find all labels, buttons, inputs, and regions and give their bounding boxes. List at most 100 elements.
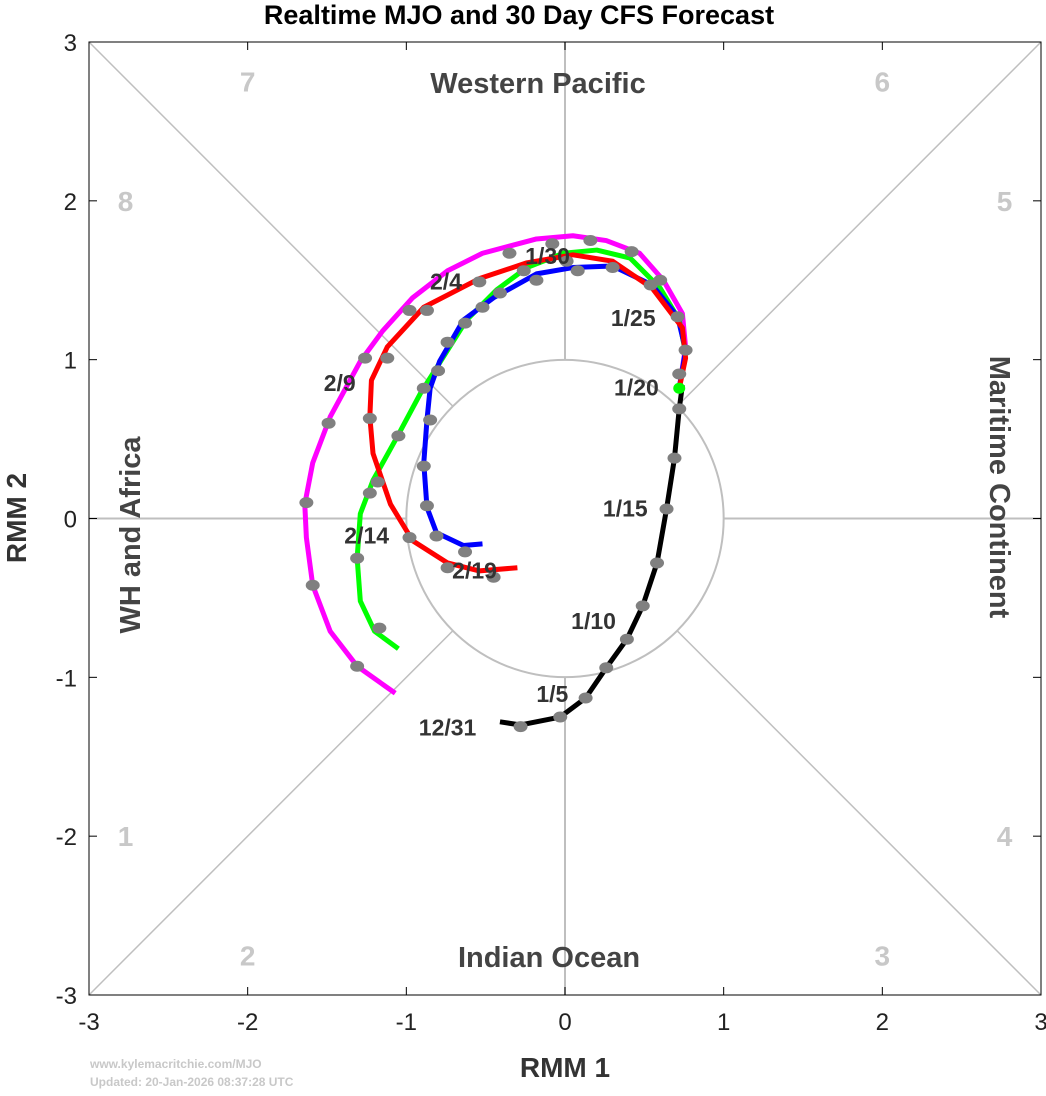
date-labels: 12/31 1/5 1/10 1/15 1/20 1/25 1/30 2/4 2/9 2/14 2/… — [324, 243, 659, 741]
date-label: 2/9 — [324, 370, 356, 396]
day-marker — [502, 247, 517, 259]
phase-number: 4 — [997, 821, 1013, 852]
day-marker — [358, 352, 373, 364]
diagonal-line — [88, 41, 454, 407]
day-marker — [362, 487, 377, 499]
phase-number: 8 — [118, 186, 134, 217]
day-marker — [475, 301, 490, 313]
x-axis-label: RMM 1 — [520, 1052, 610, 1083]
day-marker — [545, 238, 560, 250]
date-label: 1/25 — [611, 305, 656, 331]
day-marker — [350, 552, 365, 564]
day-marker — [635, 600, 650, 612]
series-line-forecast-magenta — [302, 233, 689, 696]
region-label-left: WH and Africa — [115, 436, 147, 634]
day-marker — [672, 368, 687, 380]
date-label: 2/4 — [430, 268, 462, 294]
region-label-top: Western Pacific — [430, 68, 645, 100]
day-marker — [370, 476, 385, 488]
region-label-bottom: Indian Ocean — [458, 942, 640, 974]
day-marker — [529, 274, 544, 286]
date-label: 1/20 — [614, 375, 659, 401]
y-tick-label: 2 — [64, 189, 77, 216]
day-marker — [416, 382, 431, 394]
y-tick-label: -3 — [56, 983, 77, 1010]
day-marker — [402, 304, 417, 316]
phase-guides — [88, 41, 1042, 996]
day-marker — [305, 579, 320, 591]
day-marker — [605, 262, 620, 274]
date-label: 1/5 — [536, 681, 568, 707]
date-label: 12/31 — [419, 715, 477, 741]
x-tick-label: -2 — [237, 1009, 258, 1036]
y-tick-label: 3 — [64, 30, 77, 57]
day-marker — [419, 304, 434, 316]
x-tick-label: 2 — [876, 1009, 889, 1036]
date-label: 1/15 — [603, 495, 648, 521]
day-marker — [578, 692, 593, 704]
region-label-right: Maritime Continent — [983, 356, 1015, 619]
day-marker — [492, 287, 507, 299]
phase-number: 2 — [240, 940, 256, 971]
day-marker — [619, 633, 634, 645]
y-axis-label: RMM 2 — [1, 473, 32, 563]
diagonal-line — [676, 41, 1042, 407]
footer-updated: Updated: 20-Jan-2026 08:37:28 UTC — [90, 1075, 294, 1089]
day-marker — [472, 276, 487, 288]
day-marker — [440, 336, 455, 348]
y-tick-label: 0 — [64, 507, 77, 534]
day-marker — [299, 497, 314, 509]
date-label: 1/10 — [571, 608, 616, 634]
current-day-marker — [673, 382, 686, 394]
day-marker — [372, 622, 387, 634]
x-tick-label: 0 — [558, 1009, 571, 1036]
day-marker — [670, 311, 685, 323]
day-marker — [380, 352, 395, 364]
day-marker — [423, 414, 438, 426]
day-marker — [321, 417, 336, 429]
phase-number: 5 — [997, 186, 1013, 217]
day-marker — [570, 265, 585, 277]
day-marker — [429, 530, 444, 542]
x-tick-label: -1 — [396, 1009, 417, 1036]
day-marker — [513, 721, 528, 733]
day-marker — [416, 460, 431, 472]
axis-ticks: -3 -2 -1 0 1 2 3 -3 -2 -1 0 1 2 3 — [56, 30, 1046, 1036]
day-marker — [667, 452, 682, 464]
day-marker — [650, 557, 665, 569]
day-marker — [672, 403, 687, 415]
day-marker — [458, 317, 473, 329]
day-marker — [659, 503, 674, 515]
day-marker — [486, 571, 501, 583]
y-tick-label: 1 — [64, 348, 77, 375]
day-marker — [458, 546, 473, 558]
date-label: 2/19 — [452, 557, 497, 583]
chart-title: Realtime MJO and 30 Day CFS Forecast — [264, 0, 774, 30]
x-tick-label: 3 — [1034, 1009, 1046, 1036]
day-marker — [553, 711, 568, 723]
day-marker — [431, 365, 446, 377]
day-marker — [653, 274, 668, 286]
day-marker — [419, 500, 434, 512]
y-tick-label: -2 — [56, 824, 77, 851]
phase-number: 6 — [875, 67, 891, 98]
day-marker — [599, 662, 614, 674]
phase-number: 7 — [240, 67, 256, 98]
date-label: 1/30 — [525, 243, 570, 269]
day-markers — [299, 235, 693, 733]
diagonal-line — [88, 630, 454, 996]
day-marker — [583, 235, 598, 247]
day-marker — [559, 255, 574, 267]
footer-source: www.kylemacritchie.com/MJO — [89, 1057, 262, 1071]
phase-number: 3 — [875, 940, 891, 971]
phase-numbers: 7 6 8 5 1 4 2 3 — [118, 67, 1013, 972]
x-tick-label: 1 — [717, 1009, 730, 1036]
diagonal-line — [676, 630, 1042, 996]
day-marker — [678, 344, 693, 356]
series-line-forecast-red — [367, 252, 689, 574]
day-marker — [362, 412, 377, 424]
day-marker — [624, 246, 639, 258]
region-labels: Western Pacific Indian Ocean WH and Africa… — [115, 68, 1015, 974]
day-marker — [391, 430, 406, 442]
